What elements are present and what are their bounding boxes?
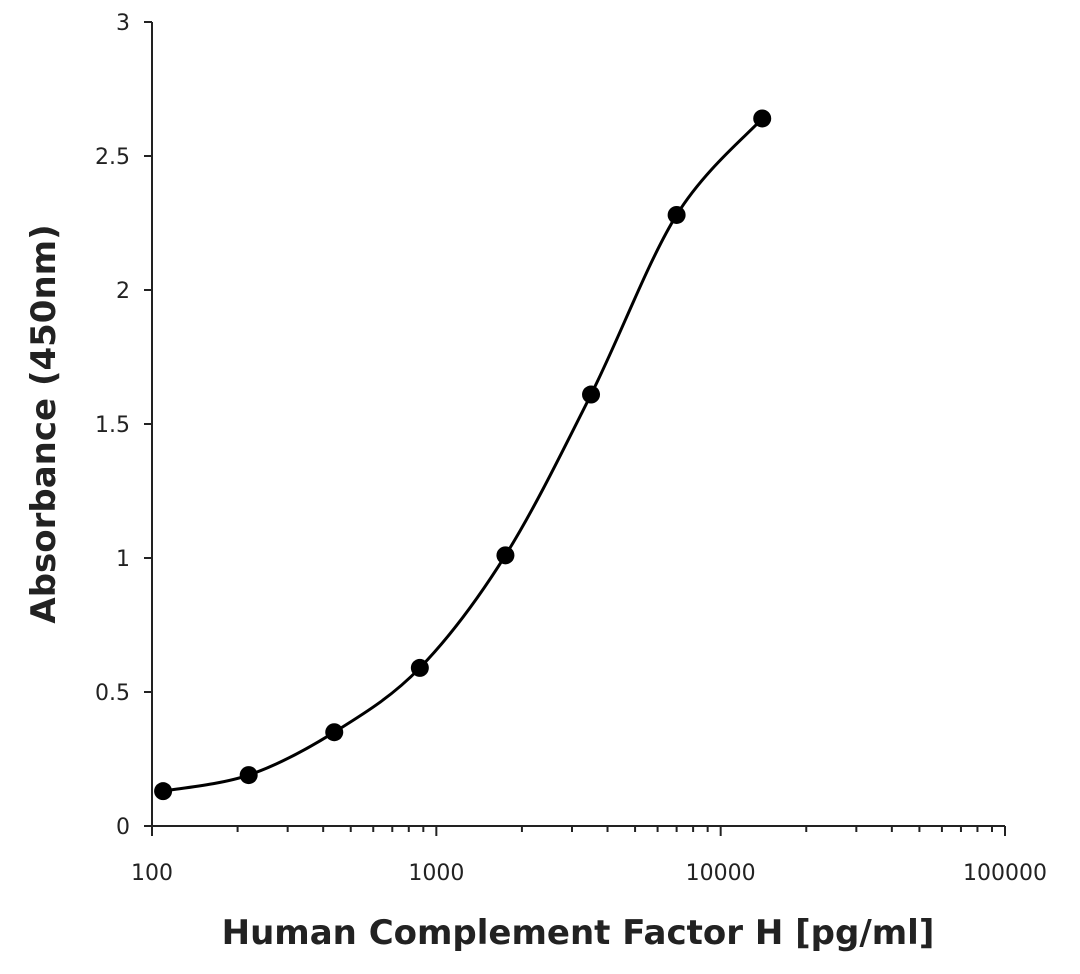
data-point [410, 658, 429, 677]
x-axis-ticks: 100 1000 10000 100000 [131, 826, 1047, 886]
data-point [239, 766, 258, 785]
axes [151, 22, 1005, 827]
y-axis-ticks: 0 0.5 1 1.5 2 2.5 3 [95, 11, 152, 840]
data-point [496, 546, 515, 565]
x-tick-label: 10000 [686, 861, 756, 886]
y-tick-label: 3 [116, 11, 130, 36]
y-tick-label: 0.5 [95, 681, 130, 706]
data-point [325, 723, 344, 742]
y-axis-title: Absorbance (450nm) [24, 224, 64, 623]
series-line [162, 117, 764, 793]
data-point [753, 109, 772, 128]
y-tick-label: 2 [116, 279, 130, 304]
x-tick-label: 100000 [963, 861, 1047, 886]
x-axis-title: Human Complement Factor H [pg/ml] [222, 913, 935, 953]
y-tick-label: 1 [116, 547, 130, 572]
y-tick-label: 0 [116, 815, 130, 840]
y-tick-label: 2.5 [95, 145, 130, 170]
data-point [154, 782, 173, 801]
y-tick-label: 1.5 [95, 413, 130, 438]
x-tick-label: 100 [131, 861, 173, 886]
series-group [154, 109, 772, 801]
data-point [582, 385, 601, 404]
x-tick-label: 1000 [408, 861, 464, 886]
data-point [667, 205, 686, 224]
